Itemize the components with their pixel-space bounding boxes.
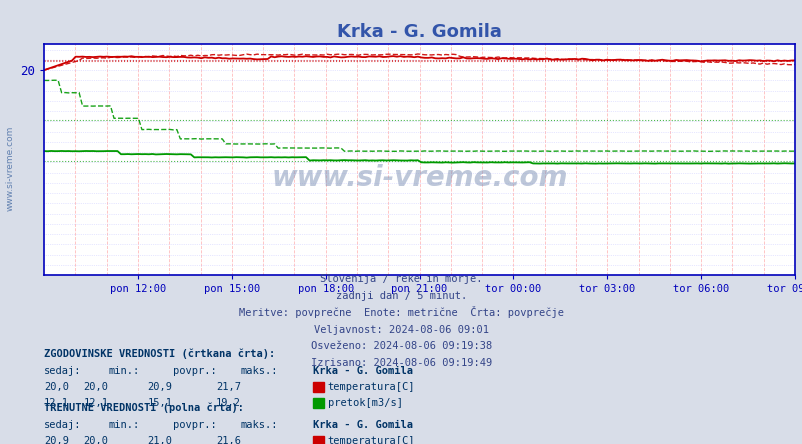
Text: 20,0: 20,0 [83,382,108,392]
Text: ZGODOVINSKE VREDNOSTI (črtkana črta):: ZGODOVINSKE VREDNOSTI (črtkana črta): [44,349,275,360]
Text: zadnji dan / 5 minut.: zadnji dan / 5 minut. [335,291,467,301]
Text: pretok[m3/s]: pretok[m3/s] [327,398,402,408]
Text: 21,0: 21,0 [148,436,172,444]
Text: 20,0: 20,0 [44,382,69,392]
Text: 20,0: 20,0 [83,436,108,444]
Text: maks.:: maks.: [241,420,278,430]
Text: povpr.:: povpr.: [172,420,216,430]
Text: temperatura[C]: temperatura[C] [327,382,415,392]
Text: maks.:: maks.: [241,366,278,377]
Text: 21,6: 21,6 [216,436,241,444]
Text: www.si-vreme.com: www.si-vreme.com [5,126,14,211]
Text: 12,1: 12,1 [44,398,69,408]
Text: Meritve: povprečne  Enote: metrične  Črta: povprečje: Meritve: povprečne Enote: metrične Črta:… [239,305,563,318]
Text: Krka - G. Gomila: Krka - G. Gomila [313,366,413,377]
Text: 20,9: 20,9 [148,382,172,392]
Text: temperatura[C]: temperatura[C] [327,436,415,444]
Text: Izrisano: 2024-08-06 09:19:49: Izrisano: 2024-08-06 09:19:49 [310,358,492,369]
Text: www.si-vreme.com: www.si-vreme.com [271,164,567,192]
Text: min.:: min.: [108,366,140,377]
Text: Krka - G. Gomila: Krka - G. Gomila [313,420,413,430]
Text: Veljavnost: 2024-08-06 09:01: Veljavnost: 2024-08-06 09:01 [314,325,488,335]
Text: min.:: min.: [108,420,140,430]
Title: Krka - G. Gomila: Krka - G. Gomila [337,24,501,41]
Text: 15,1: 15,1 [148,398,172,408]
Text: 12,1: 12,1 [83,398,108,408]
Text: sedaj:: sedaj: [44,420,82,430]
Text: Slovenija / reke in morje.: Slovenija / reke in morje. [320,274,482,284]
Text: 19,2: 19,2 [216,398,241,408]
Text: povpr.:: povpr.: [172,366,216,377]
Text: TRENUTNE VREDNOSTI (polna črta):: TRENUTNE VREDNOSTI (polna črta): [44,402,244,413]
Text: sedaj:: sedaj: [44,366,82,377]
Text: 20,9: 20,9 [44,436,69,444]
Text: 21,7: 21,7 [216,382,241,392]
Text: Osveženo: 2024-08-06 09:19:38: Osveženo: 2024-08-06 09:19:38 [310,341,492,352]
